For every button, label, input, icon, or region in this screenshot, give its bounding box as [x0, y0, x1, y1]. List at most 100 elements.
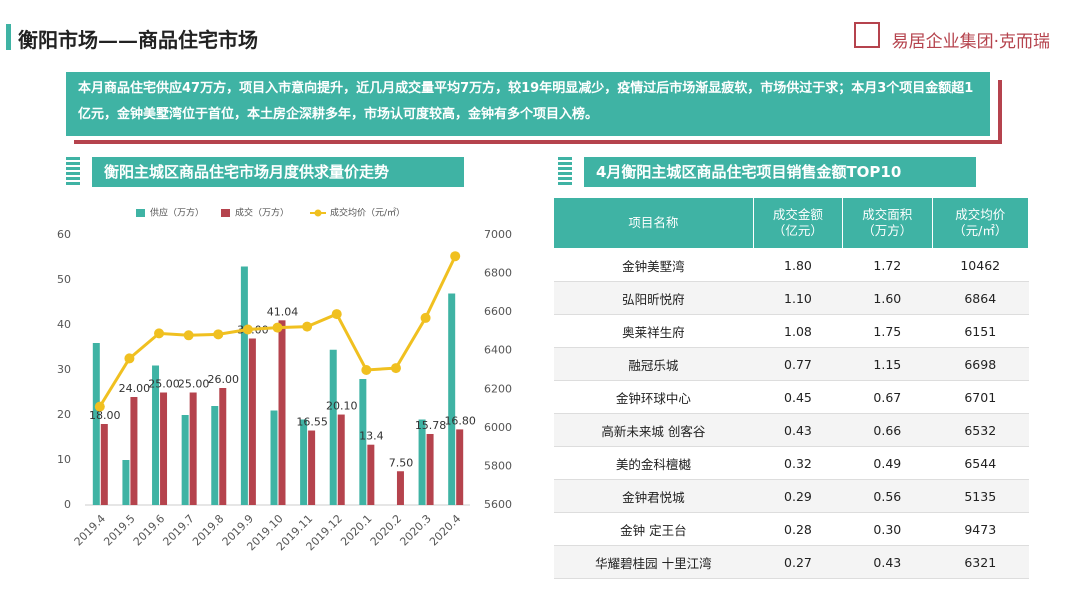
y2-tick-label: 6800: [484, 267, 512, 280]
bar: [456, 429, 464, 505]
bar: [359, 379, 367, 505]
cell: 0.28: [753, 512, 843, 546]
cell: 6864: [932, 281, 1029, 315]
bar: [100, 424, 108, 505]
y-tick-label: 30: [57, 363, 71, 376]
x-tick-label: 2019.5: [101, 512, 137, 548]
y-tick-label: 60: [57, 228, 71, 241]
price-point: [94, 401, 105, 412]
y-tick-label: 20: [57, 408, 71, 421]
row: 华耀碧桂园 十里江湾 0.27 0.43 6321: [553, 545, 1029, 579]
cell: 0.29: [753, 479, 843, 513]
icon: [66, 157, 80, 187]
row: 高新未来城 创客谷 0.43 0.66 6532: [553, 413, 1029, 447]
row: 美的金科檀樾 0.32 0.49 6544: [553, 446, 1029, 480]
price-point: [213, 329, 224, 340]
price-point: [154, 328, 165, 339]
cell: 1.72: [842, 248, 932, 282]
x-tick-label: 2019.6: [131, 512, 167, 548]
cell: 金钟环球中心: [553, 380, 754, 414]
row: 金钟君悦城 0.29 0.56 5135: [553, 479, 1029, 513]
row: 融冠乐城 0.77 1.15 6698: [553, 347, 1029, 381]
bar: [426, 433, 434, 505]
data-label: 25.00: [178, 378, 210, 391]
cell: 1.15: [842, 347, 932, 381]
data-label: 18.00: [89, 409, 121, 422]
data-label: 13.4: [359, 430, 384, 443]
cell: 1.08: [753, 314, 843, 348]
y2-tick-label: 6200: [484, 382, 512, 395]
bar: [367, 444, 375, 505]
bar: [219, 388, 227, 505]
bar: [448, 293, 456, 505]
column-header: 项目名称: [553, 197, 754, 249]
price-point: [242, 324, 253, 335]
bar: [337, 414, 345, 505]
cell: 10462: [932, 248, 1029, 282]
cell: 高新未来城 创客谷: [553, 413, 754, 447]
price-point: [272, 322, 283, 333]
legend-marker: [314, 209, 322, 217]
cell: 0.49: [842, 446, 932, 480]
cell: 0.27: [753, 545, 843, 579]
row: 金钟环球中心 0.45 0.67 6701: [553, 380, 1029, 414]
y2-tick-label: 5800: [484, 459, 512, 472]
cell: 0.43: [842, 545, 932, 579]
bar: [396, 471, 404, 505]
y-tick-label: 50: [57, 273, 71, 286]
bar: [300, 419, 308, 505]
y2-tick-label: 5600: [484, 498, 512, 511]
data-label: 26.00: [208, 373, 240, 386]
cell: 1.80: [753, 248, 843, 282]
logo: 易居企业集团·克而瑞: [891, 32, 1050, 52]
data-label: 16.55: [296, 416, 328, 429]
cell: 美的金科檀樾: [553, 446, 754, 480]
legend-label: 成交均价（元/㎡）: [330, 207, 405, 219]
bar: [181, 415, 189, 505]
cell: 0.77: [753, 347, 843, 381]
cell: 6151: [932, 314, 1029, 348]
cell: 华耀碧桂园 十里江湾: [553, 545, 754, 579]
data-label: 20.10: [326, 400, 358, 413]
bar: [189, 392, 197, 505]
data-label: 25.00: [148, 378, 180, 391]
row: 奥莱祥生府 1.08 1.75 6151: [553, 314, 1029, 348]
price-point: [124, 353, 135, 364]
row: 弘阳昕悦府 1.10 1.60 6864: [553, 281, 1029, 315]
cell: 0.67: [842, 380, 932, 414]
bar: [92, 343, 100, 505]
logo-icon: [854, 22, 880, 48]
x-tick-label: 2019.7: [160, 512, 196, 548]
x-tick-label: 2019.8: [190, 512, 226, 548]
bar: [152, 365, 160, 505]
data-label: 7.50: [389, 456, 414, 469]
cell: 金钟 定王台: [553, 512, 754, 546]
page-title: 衡阳市场——商品住宅市场: [18, 28, 258, 52]
price-point: [450, 251, 461, 262]
y2-tick-label: 6400: [484, 344, 512, 357]
legend-label: 成交（万方）: [235, 207, 289, 219]
legend-label: 供应（万方）: [150, 207, 204, 219]
cell: 6321: [932, 545, 1029, 579]
bar: [270, 410, 278, 505]
x-tick-label: 2020.3: [397, 512, 433, 548]
x-tick-label: 2020.4: [427, 512, 463, 548]
bar: [122, 460, 130, 505]
row: 金钟 定王台 0.28 0.30 9473: [553, 512, 1029, 546]
bar: [130, 397, 138, 505]
cell: 6544: [932, 446, 1029, 480]
cell: 弘阳昕悦府: [553, 281, 754, 315]
bar: [240, 266, 248, 505]
cell: 奥莱祥生府: [553, 314, 754, 348]
bar: [278, 320, 286, 505]
cell: 1.60: [842, 281, 932, 315]
cell: 6698: [932, 347, 1029, 381]
cell: 融冠乐城: [553, 347, 754, 381]
data-label: 24.00: [119, 382, 151, 395]
icon: [558, 157, 572, 187]
chart: 0 10 20 30 40 50 60 5600 5800 6000 6200 6400 6600 680…: [57, 207, 512, 554]
cell: 金钟君悦城: [553, 479, 754, 513]
y-tick-label: 40: [57, 318, 71, 331]
summary: 本月商品住宅供应47万方，项目入市意向提升，近几月成交量平均7万方，较19年明显…: [66, 72, 990, 136]
x-tick-label: 2019.4: [72, 512, 108, 548]
